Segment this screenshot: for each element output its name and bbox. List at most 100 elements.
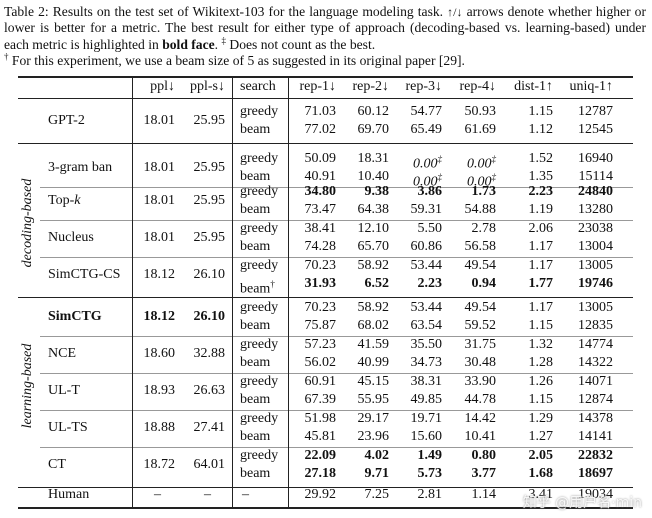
metric-r4: 10.41: [464, 428, 497, 444]
header-rep-1: rep-1↓: [299, 79, 336, 94]
human-r1: 29.92: [304, 487, 337, 502]
header-rep-4: rep-4↓: [459, 79, 496, 94]
ppl-value: 18.12: [143, 308, 176, 324]
table-rule: [18, 487, 633, 488]
column-divider: [132, 76, 133, 508]
metric-r1: 31.93: [304, 275, 337, 291]
model-name: SimCTG-CS: [48, 266, 121, 282]
metric-d1: 1.52: [528, 151, 554, 166]
metric-r2: 10.40: [357, 168, 390, 184]
metric-r4: 33.90: [464, 374, 497, 389]
metric-r1: 38.41: [304, 221, 337, 236]
ppl-s-value: 64.01: [193, 456, 226, 472]
metric-r2: 6.52: [364, 275, 390, 291]
search-method: beam: [240, 238, 271, 254]
ppl-s-value: 25.95: [193, 112, 226, 128]
header-rep-3: rep-3↓: [405, 79, 442, 94]
caption-text-1: Table 2: Results on the test set of Wiki…: [4, 4, 444, 19]
metric-r4: 31.75: [464, 337, 497, 352]
metric-r1: 77.02: [304, 121, 337, 137]
table-rule: [18, 76, 633, 78]
metric-r4: 0.80: [471, 448, 497, 463]
metric-r2: 45.15: [357, 374, 390, 389]
metric-r3: 19.71: [410, 411, 443, 426]
column-divider: [288, 76, 289, 508]
metric-u1: 14141: [578, 428, 613, 444]
metric-r3: 53.44: [410, 258, 443, 273]
model-name: CT: [48, 456, 66, 472]
model-name: 3-gram ban: [48, 159, 113, 175]
metric-r3: 2.23: [417, 275, 443, 291]
metric-u1: 13005: [578, 258, 613, 273]
metric-r3: 3.86: [417, 184, 443, 199]
search-method: greedy: [240, 184, 279, 199]
search-method: greedy: [240, 300, 279, 315]
metric-r1: 60.91: [304, 374, 337, 389]
metric-r2: 68.02: [357, 317, 390, 333]
metric-r3: 38.31: [410, 374, 443, 389]
metric-r2: 60.12: [357, 104, 390, 119]
ppl-s-value: 26.10: [193, 308, 226, 324]
metric-r4: 49.54: [464, 258, 497, 273]
metric-r1: 74.28: [304, 238, 337, 254]
metric-d1: 1.17: [528, 300, 554, 315]
human-r3: 2.81: [417, 487, 443, 502]
metric-r4: 50.93: [464, 104, 497, 119]
metric-r2: 40.99: [357, 354, 390, 370]
human-d1: 3.41: [528, 487, 554, 502]
header-uniq-1: uniq-1↑: [569, 79, 613, 94]
metric-d1: 1.12: [528, 121, 554, 137]
metric-u1: 19746: [578, 275, 613, 291]
search-method: greedy: [240, 221, 279, 236]
metric-r1: 34.80: [304, 184, 337, 199]
row-separator: [40, 447, 633, 448]
metric-r2: 18.31: [357, 151, 390, 166]
metric-r2: 23.96: [357, 428, 390, 444]
metric-r2: 41.59: [357, 337, 390, 352]
metric-u1: 15114: [578, 168, 613, 184]
metric-r4: 54.88: [464, 201, 497, 217]
double-dagger-mark: ‡: [491, 154, 497, 164]
search-method: greedy: [240, 448, 279, 463]
metric-r3: 0.00‡: [413, 171, 442, 190]
search-method: beam: [240, 428, 271, 444]
header-ppl-s: ppl-s↓: [190, 79, 225, 94]
metric-r2: 9.71: [364, 465, 390, 481]
ppl-value: 18.72: [143, 456, 176, 472]
metric-r4: 56.58: [464, 238, 497, 254]
metric-u1: 16940: [578, 151, 613, 166]
ppl-value: 18.01: [143, 112, 176, 128]
caption-arrows: ↑/↓: [447, 5, 463, 19]
metric-r4: 14.42: [464, 411, 497, 426]
search-method: beam: [240, 391, 271, 407]
ppl-s-value: 26.10: [193, 266, 226, 282]
metric-d1: 1.15: [528, 391, 554, 407]
metric-r3: 59.31: [410, 201, 443, 217]
metric-d1: 1.15: [528, 317, 554, 333]
metric-r4: 1.73: [471, 184, 497, 199]
metric-u1: 23038: [578, 221, 613, 236]
metric-d1: 2.23: [528, 184, 554, 199]
caption-text-3: .: [214, 36, 219, 52]
metric-r3: 0.00‡: [413, 154, 443, 172]
ppl-value: 18.01: [143, 229, 176, 245]
search-method: greedy: [240, 258, 279, 273]
metric-r3: 53.44: [410, 300, 443, 315]
table-rule: [18, 297, 633, 298]
metric-r3: 49.85: [410, 391, 443, 407]
metric-r1: 22.09: [304, 448, 337, 463]
metric-r3: 15.60: [410, 428, 443, 444]
metric-d1: 1.28: [528, 354, 554, 370]
metric-r3: 5.73: [417, 465, 443, 481]
metric-r2: 64.38: [357, 201, 390, 217]
human-ppls: –: [204, 487, 211, 502]
metric-r2: 69.70: [357, 121, 390, 137]
caption-double-dagger: ‡: [221, 35, 226, 46]
metric-r4: 59.52: [464, 317, 497, 333]
metric-r3: 5.50: [417, 221, 443, 236]
double-dagger-mark: ‡: [437, 154, 443, 164]
ppl-s-value: 27.41: [193, 419, 226, 435]
metric-u1: 12874: [578, 391, 613, 407]
caption-text-2: arrows denote whether higher or lower is…: [4, 4, 647, 52]
metric-r2: 9.38: [364, 184, 390, 199]
